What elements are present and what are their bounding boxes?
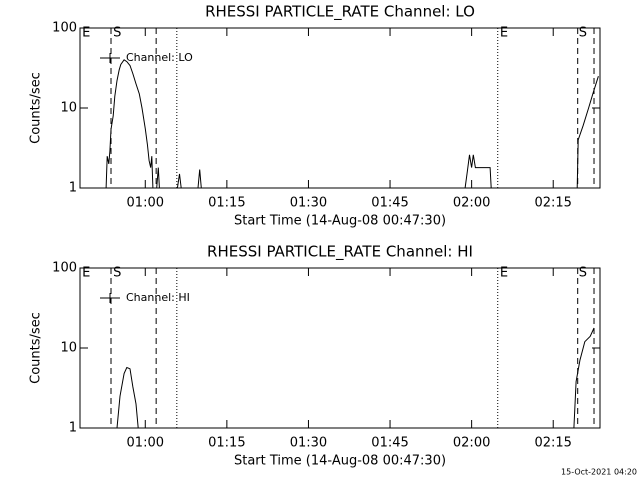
y-tick-label: 10 xyxy=(60,101,77,116)
flag-label: S xyxy=(113,26,121,41)
flag-label: E xyxy=(500,26,508,41)
x-tick-label: 02:15 xyxy=(534,436,571,451)
data-line xyxy=(176,173,182,189)
y-tick-label: 100 xyxy=(52,261,77,276)
y-axis-label: Counts/sec xyxy=(29,312,44,384)
data-line xyxy=(197,169,202,189)
x-tick-label: 01:30 xyxy=(290,196,327,211)
x-tick-label: 01:45 xyxy=(371,436,408,451)
data-line xyxy=(116,366,139,429)
y-tick-label: 100 xyxy=(52,21,77,36)
y-tick-label: 1 xyxy=(69,181,77,196)
x-axis-label: Start Time (14-Aug-08 00:47:30) xyxy=(234,454,446,469)
x-tick-label: 01:00 xyxy=(127,196,164,211)
flag-label: E xyxy=(500,266,508,281)
flag-label: S xyxy=(579,266,587,281)
y-tick-label: 10 xyxy=(60,341,77,356)
flag-label: S xyxy=(579,26,587,41)
x-tick-label: 01:00 xyxy=(127,436,164,451)
x-tick-label: 02:00 xyxy=(453,436,490,451)
data-line xyxy=(576,76,599,189)
data-line xyxy=(156,167,160,189)
data-line xyxy=(464,154,492,189)
data-line xyxy=(573,327,595,429)
legend-label: Channel: LO xyxy=(126,51,193,64)
chart-title: RHESSI PARTICLE_RATE Channel: LO xyxy=(205,3,475,22)
x-tick-label: 01:15 xyxy=(208,436,245,451)
legend-label: Channel: HI xyxy=(126,291,190,304)
y-tick-label: 1 xyxy=(69,421,77,436)
flag-label: S xyxy=(113,266,121,281)
x-tick-label: 01:30 xyxy=(290,436,327,451)
x-axis-label: Start Time (14-Aug-08 00:47:30) xyxy=(234,214,446,229)
x-tick-label: 02:00 xyxy=(453,196,490,211)
chart-title: RHESSI PARTICLE_RATE Channel: HI xyxy=(207,243,473,262)
y-axis-label: Counts/sec xyxy=(29,72,44,144)
x-tick-label: 01:15 xyxy=(208,196,245,211)
x-tick-label: 01:45 xyxy=(371,196,408,211)
flag-label: E xyxy=(82,266,90,281)
flag-label: E xyxy=(82,26,90,41)
x-tick-label: 02:15 xyxy=(534,196,571,211)
data-line xyxy=(105,59,154,189)
footer: 15-Oct-2021 04:20 xyxy=(561,468,637,477)
